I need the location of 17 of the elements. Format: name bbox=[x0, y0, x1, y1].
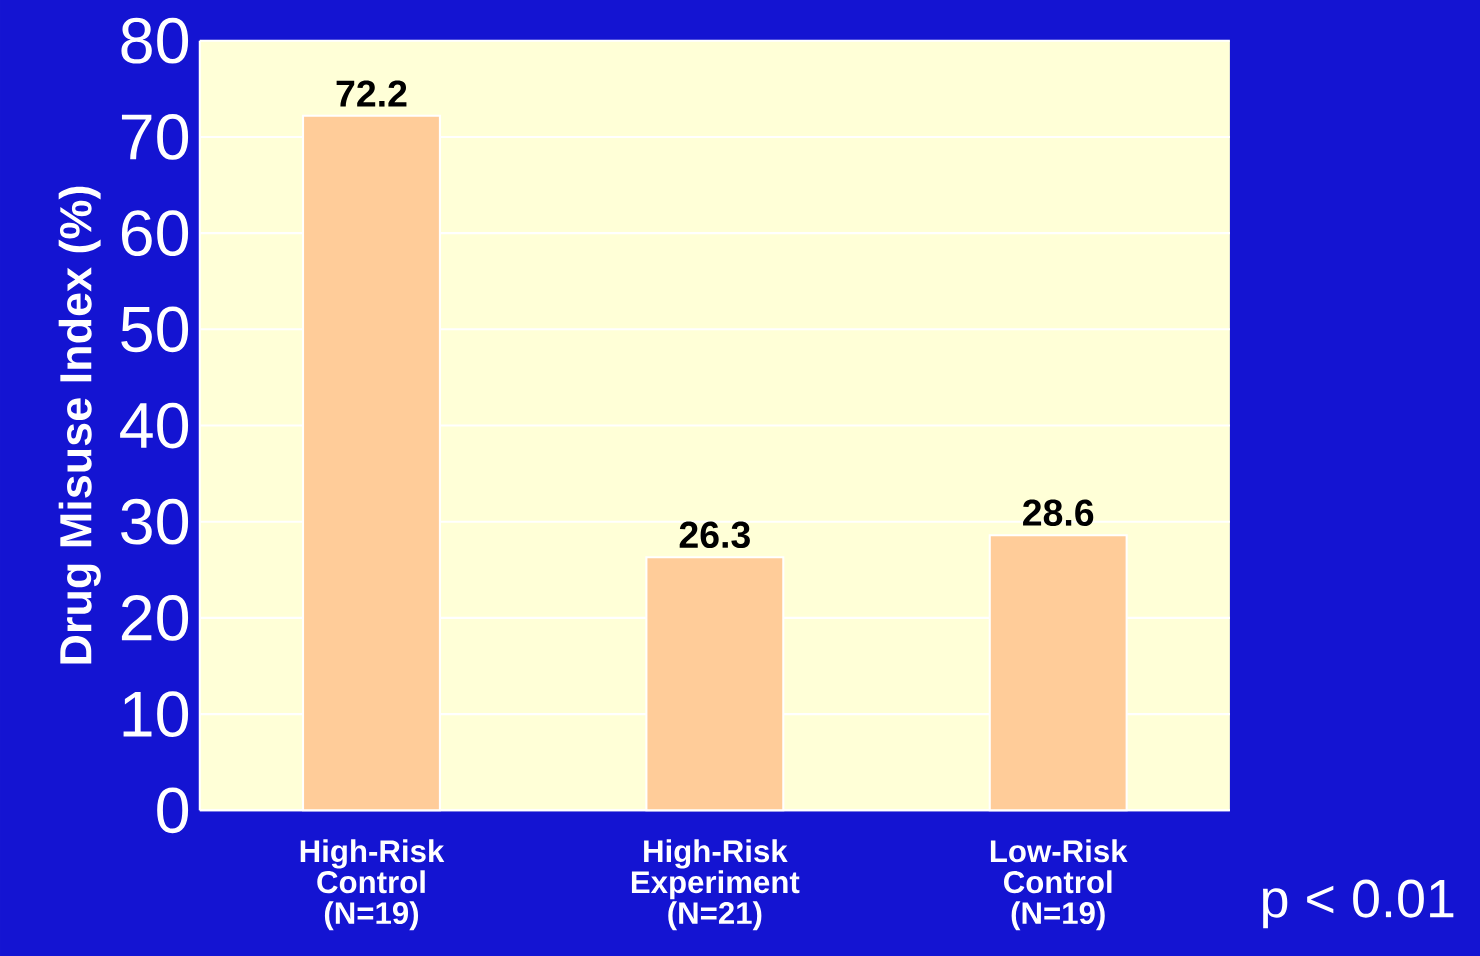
y-tick-label: 60 bbox=[121, 210, 189, 256]
y-axis-title: Drug Misuse Index (%) bbox=[58, 186, 101, 664]
y-tick-label: 10 bbox=[123, 691, 189, 737]
data-label: 28.6 bbox=[1023, 499, 1094, 526]
y-tick-label: 50 bbox=[121, 306, 189, 353]
y-tick-label: 80 bbox=[121, 17, 189, 64]
x-tick-label: High-Risk Experiment (N=21) bbox=[631, 839, 800, 931]
text: p < 0.01 bbox=[1263, 879, 1454, 929]
y-tick-label: 30 bbox=[121, 498, 189, 545]
x-tick-label: Low-Risk Control (N=19) bbox=[990, 839, 1128, 931]
y-tick-label: 0 bbox=[157, 787, 189, 834]
y-tick-label: 40 bbox=[120, 402, 189, 449]
data-label: 26.3 bbox=[679, 521, 750, 549]
x-tick-label: High-Risk Control (N=19) bbox=[300, 839, 445, 931]
y-tick-label: 20 bbox=[121, 595, 189, 641]
y-tick-label: 70 bbox=[121, 114, 189, 160]
data-label: 72.2 bbox=[336, 80, 407, 107]
